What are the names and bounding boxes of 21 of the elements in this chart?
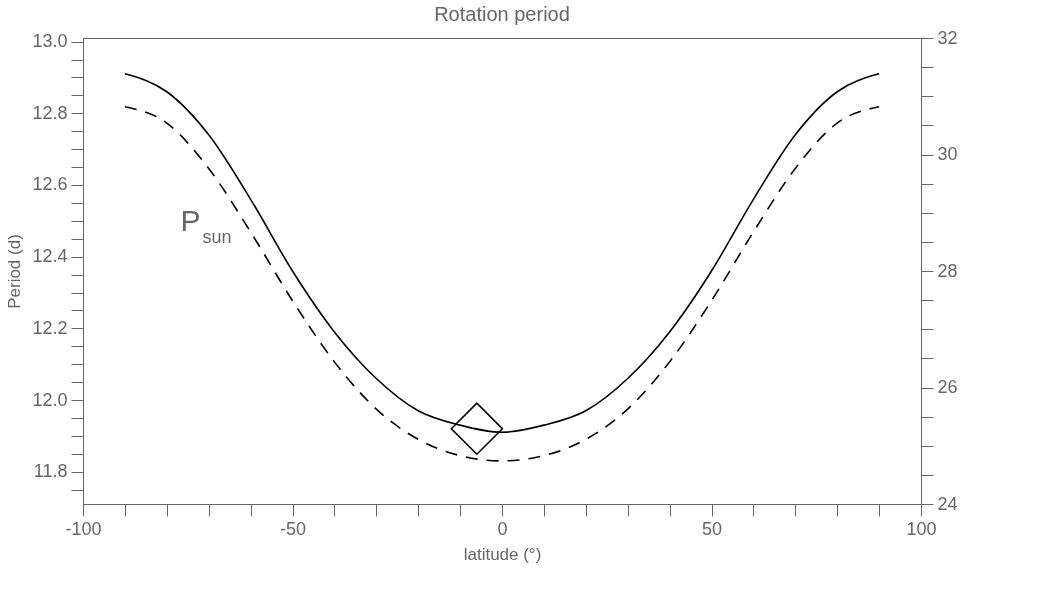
x-tick-label: 100 bbox=[906, 518, 937, 539]
y-axis-title: Period (d) bbox=[5, 234, 25, 309]
x-tick-label: 0 bbox=[497, 518, 508, 539]
y-tick-label: 12.4 bbox=[32, 246, 68, 267]
y-tick-label: 12.0 bbox=[32, 389, 68, 410]
y-tick-label: 13.0 bbox=[32, 31, 68, 52]
x-axis-title: latitude (°) bbox=[463, 544, 542, 564]
y2-tick-label: 30 bbox=[937, 144, 958, 164]
y-tick-label: 12.8 bbox=[32, 102, 68, 123]
y2-tick-label: 24 bbox=[937, 493, 958, 514]
x-tick-label: -100 bbox=[65, 518, 102, 539]
line-series bbox=[124, 105, 880, 462]
y-tick-label: 12.2 bbox=[32, 317, 68, 338]
y2-tick-label: 26 bbox=[937, 377, 958, 397]
y-tick-label: 11.8 bbox=[33, 461, 68, 482]
x-tick-label: -50 bbox=[279, 518, 307, 539]
x-tick-label: 50 bbox=[701, 518, 723, 539]
y2-tick-label: 28 bbox=[937, 260, 958, 281]
chart-title: Rotation period bbox=[434, 3, 570, 25]
y-tick-label: 12.6 bbox=[32, 174, 68, 195]
y2-tick-label: 32 bbox=[937, 27, 958, 48]
